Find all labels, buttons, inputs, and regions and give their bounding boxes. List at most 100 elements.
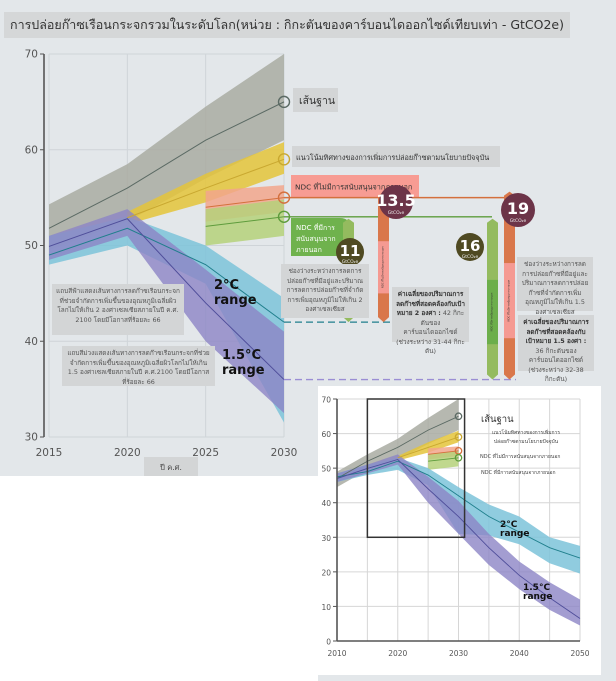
gap-value-badge — [379, 185, 413, 219]
gap-value-badge — [336, 238, 364, 266]
ndc-conditional-line — [205, 216, 285, 227]
gap-value: 11 — [340, 242, 361, 260]
current-policy-line — [397, 436, 459, 459]
one-five-label-line1: 1.5°C — [222, 348, 261, 363]
two-deg-label-line2: range — [214, 293, 257, 308]
avg-15c-note-text: 36 กิกะตันของคาร์บอนไดออกไซด์ (ช่วงระหว่… — [528, 346, 584, 384]
gap-2c-note: ช่องว่างระหว่างการลดการปล่อยก๊าซที่มีอยู… — [281, 264, 369, 318]
x-tick-label: 2030 — [271, 447, 298, 459]
y-tick-label: 20 — [321, 568, 331, 577]
avg-2c-note-bold: ค่าเฉลี่ยของปริมาณการลดก๊าซที่สอดคล้องกั… — [396, 290, 465, 317]
x-tick-label: 2050 — [570, 649, 589, 658]
current-policy-end-marker — [277, 153, 291, 166]
gap-bar-highlight — [378, 241, 389, 294]
one-five-deg-band — [49, 209, 284, 414]
baseline-line — [48, 101, 285, 229]
y-tick-label: 40 — [321, 499, 331, 508]
ndc-conditional-band — [205, 199, 284, 246]
one-five-deg-line — [48, 218, 285, 380]
inset-two-deg-label-line2: range — [500, 529, 529, 539]
inset-current-policy-label-line2: ปล่อยก๊าซตามนโยบายปัจจุบัน — [494, 438, 559, 445]
gap-value: 19 — [507, 199, 529, 218]
chart-title: การปล่อยก๊าซเรือนกระจกรวมในระดับโลก(หน่ว… — [4, 12, 570, 38]
gap-bar-highlight — [487, 279, 498, 345]
gap-unit: GtCO₂e — [342, 259, 359, 265]
current-policy-band — [127, 142, 284, 225]
one-five-deg-line — [336, 458, 581, 619]
gap-value: 16 — [460, 237, 481, 255]
gap-unit: GtCO₂e — [462, 254, 479, 260]
y-tick-label: 50 — [321, 465, 331, 474]
y-tick-label: 70 — [25, 49, 38, 61]
ndc-conditional-line — [428, 457, 459, 462]
main-chart-panel: การปล่อยก๊าซเรือนกระจกรวมในระดับโลก(หน่ว… — [0, 0, 616, 476]
current-policy-label-bg — [292, 146, 500, 167]
x-tick-label: 2040 — [510, 649, 529, 658]
inset-chart-panel: 0 10 20 30 40 50 60 70 2010 2020 2030 2040 2050 เส้นฐ… — [318, 386, 616, 681]
one-five-label-line2: range — [222, 363, 265, 378]
ndc-conditional-label-line3: ภายนอก — [296, 246, 322, 254]
inset-two-deg-label-line1: 2°C — [500, 520, 518, 530]
current-policy-end-marker — [454, 433, 463, 441]
ndc-unconditional-line — [428, 450, 459, 455]
gap-bar-label: NDC ที่ไม่มีการสนับสนุนจากภายนอก — [381, 246, 386, 288]
baseline-line — [336, 415, 459, 479]
x-tick-label: 2020 — [388, 649, 407, 658]
y-tick-label: 30 — [25, 432, 38, 444]
ndc-unconditional-line — [205, 197, 285, 208]
x-axis-label-bg — [144, 457, 198, 476]
main-chart: 30 40 50 60 70 2015 2020 2025 2030 ปี ค.ศ. เส้นฐาน… — [25, 49, 535, 476]
y-tick-label: 30 — [321, 534, 331, 543]
avg-2c-note-text: 42 กิกะตันของคาร์บอนไดออกไซด์ (ช่วงระหว่… — [396, 309, 465, 355]
gap-value-badge — [501, 193, 535, 227]
gap-bar-label: NDC ที่มีการสนับสนุนจากภายนอก — [490, 292, 495, 331]
gap-bar-label: NDC ที่ไม่มีการสนับสนุนจากภายนอก — [507, 279, 512, 321]
zoom-box — [366, 398, 466, 539]
gap-15c-note: ช่องว่างระหว่างการลดการปล่อยก๊าซที่มีอยู… — [517, 257, 593, 316]
ndc-conditional-label-line2: สนับสนุนจาก — [296, 235, 336, 243]
ndc-conditional-band — [428, 450, 459, 470]
gap-value-badge — [456, 233, 484, 261]
ndc-conditional-label-line1: NDC ที่มีการ — [296, 223, 335, 232]
avg-15c-note: ค่าเฉลี่ยของปริมาณการลดก๊าซที่สอดคล้องกั… — [518, 315, 594, 383]
baseline-band — [49, 54, 284, 251]
y-tick-label: 40 — [25, 336, 38, 348]
y-tick-label: 0 — [326, 638, 331, 647]
inset-one-five-label-line2: range — [523, 592, 552, 602]
x-tick-label: 2015 — [36, 447, 63, 459]
y-tick-label: 60 — [25, 144, 38, 156]
avg-2c-note: ค่าเฉลี่ยของปริมาณการลดก๊าซที่สอดคล้องกั… — [392, 287, 469, 355]
y-tick-label: 60 — [321, 430, 331, 439]
y-tick-label: 10 — [321, 603, 331, 612]
inset-baseline-label: เส้นฐาน — [481, 414, 514, 425]
y-tick-label: 50 — [25, 240, 38, 252]
baseline-label-bg — [293, 88, 338, 112]
one-five-deg-band — [337, 454, 580, 626]
current-policy-label: แนวโน้มทิศทางของการเพิ่มการปล่อยก๊าซตามน… — [296, 152, 489, 162]
gap-unit: GtCO₂e — [388, 210, 405, 216]
gap-bar-highlight — [504, 263, 515, 339]
x-tick-label: 2025 — [192, 447, 219, 459]
baseline-label: เส้นฐาน — [299, 95, 335, 107]
ndc-conditional-label-bg — [291, 218, 350, 256]
x-axis-label: ปี ค.ศ. — [159, 463, 182, 472]
baseline-end-marker — [454, 412, 463, 421]
purple-band-note: แถบสีม่วงแสดงเส้นทางการลดก๊าซเรือนกระจกท… — [62, 346, 215, 386]
ndc-conditional-end-marker — [454, 453, 463, 462]
baseline-end-marker — [277, 95, 291, 109]
two-deg-band — [49, 216, 284, 423]
inset-ndc-conditional-label: NDC ที่มีการสนับสนุนจากภายนอก — [481, 469, 556, 476]
gap-value: 13.5 — [376, 191, 415, 210]
x-tick-label: 2020 — [114, 447, 141, 459]
two-deg-line — [48, 227, 285, 323]
inset-ndc-unconditional-label: NDC ที่ไม่มีการสนับสนุนจากภายนอก — [480, 453, 560, 460]
avg-15c-note-bold: ค่าเฉลี่ยของปริมาณการลดก๊าซที่สอดคล้องกั… — [523, 318, 589, 345]
gap-unit: GtCO₂e — [510, 218, 527, 224]
two-deg-label-line1: 2°C — [214, 278, 239, 293]
x-tick-label: 2030 — [449, 649, 468, 658]
blue-band-note: แถบสีฟ้าแสดงเส้นทางการลดก๊าซเรือนกระจกที… — [52, 284, 184, 335]
y-tick-label: 70 — [321, 396, 331, 405]
inset-one-five-label-line1: 1.5°C — [523, 583, 550, 593]
current-policy-band — [397, 430, 459, 461]
